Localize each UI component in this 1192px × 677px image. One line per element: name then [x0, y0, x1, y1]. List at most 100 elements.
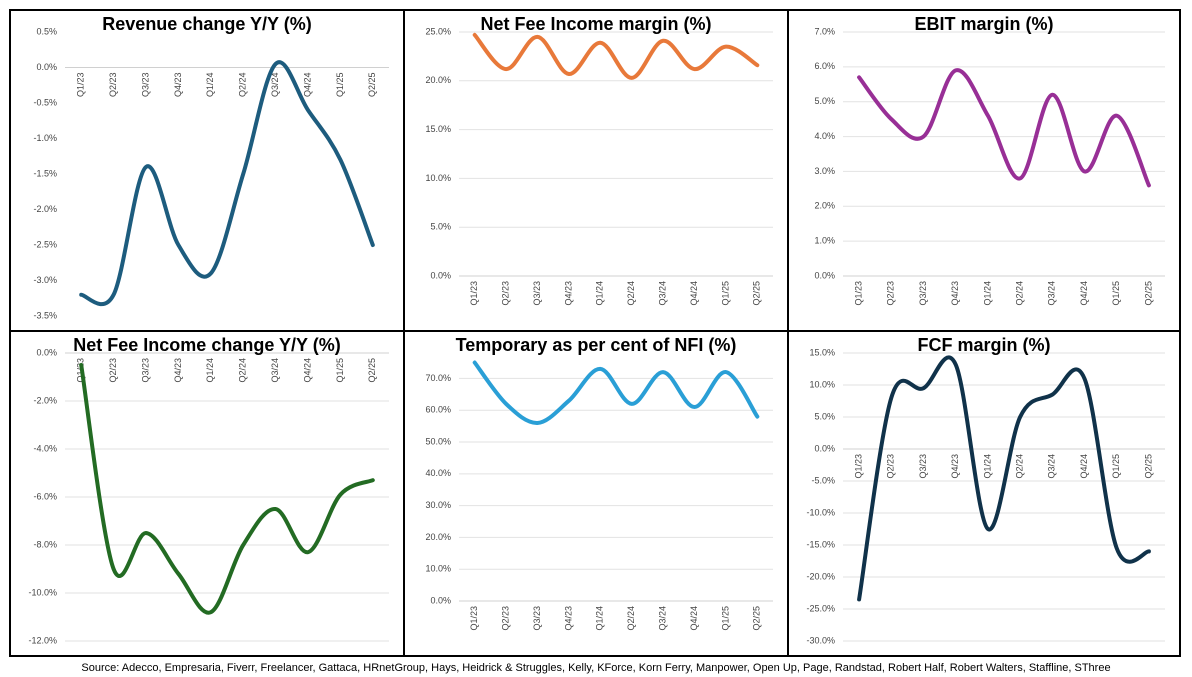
x-tick-label: Q2/25 [1143, 281, 1153, 306]
x-tick-label: Q3/24 [657, 606, 667, 631]
y-tick-label: -8.0% [33, 539, 57, 549]
y-tick-label: -2.0% [33, 395, 57, 405]
x-tick-label: Q4/23 [173, 73, 183, 98]
y-tick-label: 3.0% [814, 166, 835, 176]
x-tick-label: Q2/25 [367, 73, 377, 98]
x-tick-label: Q3/23 [918, 454, 928, 479]
y-tick-label: 20.0% [425, 532, 451, 542]
y-tick-label: 60.0% [425, 405, 451, 415]
y-tick-label: 6.0% [814, 61, 835, 71]
x-tick-label: Q4/23 [950, 454, 960, 479]
x-tick-label: Q1/23 [853, 281, 863, 306]
y-tick-label: 0.0% [36, 347, 57, 357]
line [472, 32, 760, 80]
y-tick-label: -0.5% [33, 97, 57, 107]
x-tick-label: Q1/23 [469, 606, 479, 631]
y-tick-label: 1.0% [814, 236, 835, 246]
line [472, 360, 760, 425]
x-tick-label: Q1/25 [720, 281, 730, 306]
y-tick-label: 15.0% [809, 347, 835, 357]
y-tick-label: 4.0% [814, 131, 835, 141]
x-tick-label: Q4/24 [302, 73, 312, 98]
x-tick-label: Q4/24 [1079, 281, 1089, 306]
x-tick-label: Q4/24 [689, 606, 699, 631]
y-tick-label: -10.0% [806, 507, 835, 517]
line [857, 68, 1151, 188]
x-tick-label: Q3/24 [1047, 454, 1057, 479]
y-tick-label: 10.0% [425, 564, 451, 574]
y-tick-label: 7.0% [814, 26, 835, 36]
line [79, 363, 375, 615]
y-tick-label: 5.0% [814, 96, 835, 106]
chart-title: FCF margin (%) [918, 335, 1051, 355]
x-tick-label: Q1/25 [335, 358, 345, 383]
x-tick-label: Q2/23 [500, 281, 510, 306]
x-tick-label: Q2/25 [367, 358, 377, 383]
source-note: Source: Adecco, Empresaria, Fiverr, Free… [81, 662, 1110, 674]
x-tick-label: Q1/25 [335, 73, 345, 98]
y-tick-label: -25.0% [806, 603, 835, 613]
x-tick-label: Q2/24 [1014, 454, 1024, 479]
x-tick-label: Q3/23 [140, 358, 150, 383]
y-tick-label: -3.0% [33, 275, 57, 285]
x-tick-label: Q2/25 [1143, 454, 1153, 479]
x-tick-label: Q2/24 [1014, 281, 1024, 306]
y-tick-label: 25.0% [425, 26, 451, 36]
x-tick-label: Q2/23 [886, 454, 896, 479]
x-tick-label: Q1/24 [205, 358, 215, 383]
y-tick-label: -15.0% [806, 539, 835, 549]
x-tick-label: Q3/24 [270, 358, 280, 383]
x-tick-label: Q3/24 [657, 281, 667, 306]
y-tick-label: 0.0% [430, 270, 451, 280]
x-tick-label: Q1/23 [853, 454, 863, 479]
x-tick-label: Q4/24 [689, 281, 699, 306]
y-tick-label: 0.0% [814, 270, 835, 280]
x-tick-label: Q3/23 [532, 281, 542, 306]
line [79, 60, 375, 307]
x-tick-label: Q4/23 [950, 281, 960, 306]
y-tick-label: 40.0% [425, 468, 451, 478]
y-tick-label: -30.0% [806, 635, 835, 645]
y-tick-label: 15.0% [425, 124, 451, 134]
y-tick-label: 0.0% [430, 595, 451, 605]
y-tick-label: 0.5% [36, 26, 57, 36]
y-tick-label: -4.0% [33, 443, 57, 453]
x-tick-label: Q1/25 [1111, 281, 1121, 306]
panel-border [787, 330, 1181, 657]
x-tick-label: Q1/23 [469, 281, 479, 306]
x-tick-label: Q3/23 [918, 281, 928, 306]
y-tick-label: 2.0% [814, 201, 835, 211]
x-tick-label: Q1/24 [982, 454, 992, 479]
y-tick-label: -3.5% [33, 310, 57, 320]
y-tick-label: 5.0% [430, 222, 451, 232]
y-tick-label: 20.0% [425, 75, 451, 85]
y-tick-label: -2.5% [33, 239, 57, 249]
x-tick-label: Q1/24 [595, 281, 605, 306]
y-tick-label: -6.0% [33, 491, 57, 501]
chart-title: Revenue change Y/Y (%) [102, 14, 311, 34]
y-tick-label: 10.0% [425, 173, 451, 183]
x-tick-label: Q1/24 [205, 73, 215, 98]
y-tick-label: 5.0% [814, 411, 835, 421]
x-tick-label: Q4/24 [302, 358, 312, 383]
x-tick-label: Q2/24 [238, 73, 248, 98]
chart-title: EBIT margin (%) [914, 14, 1053, 34]
x-tick-label: Q2/24 [238, 358, 248, 383]
y-tick-label: 70.0% [425, 373, 451, 383]
x-tick-label: Q2/24 [626, 606, 636, 631]
x-tick-label: Q4/23 [173, 358, 183, 383]
y-tick-label: 10.0% [809, 379, 835, 389]
x-tick-label: Q2/23 [108, 73, 118, 98]
y-tick-label: 50.0% [425, 436, 451, 446]
x-tick-label: Q3/23 [532, 606, 542, 631]
x-tick-label: Q3/24 [270, 73, 280, 98]
x-tick-label: Q4/23 [563, 606, 573, 631]
x-tick-label: Q2/25 [752, 281, 762, 306]
chart-title: Net Fee Income margin (%) [480, 14, 711, 34]
x-tick-label: Q3/23 [140, 73, 150, 98]
chart-title: Net Fee Income change Y/Y (%) [73, 335, 340, 355]
x-tick-label: Q4/23 [563, 281, 573, 306]
y-tick-label: -20.0% [806, 571, 835, 581]
y-tick-label: 0.0% [814, 443, 835, 453]
